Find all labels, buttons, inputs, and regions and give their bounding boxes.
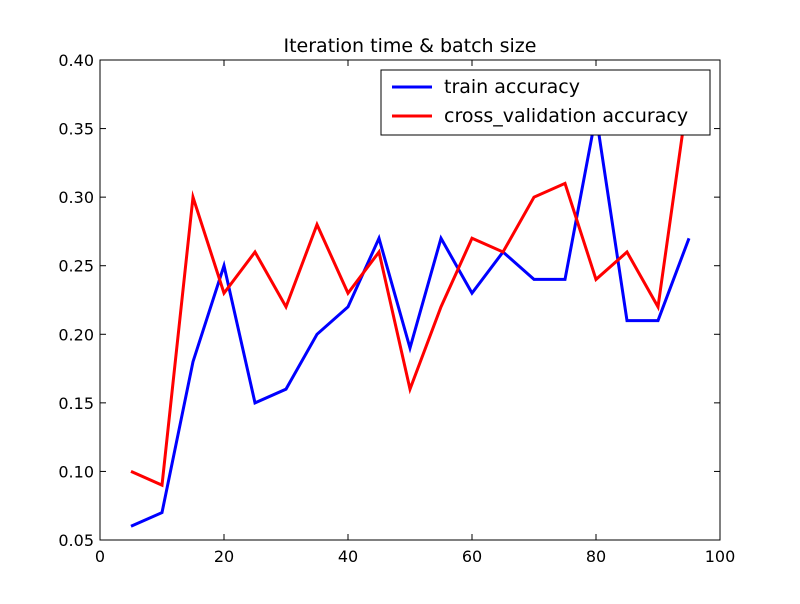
legend-box <box>380 69 711 136</box>
x-tick-label: 60 <box>462 547 482 566</box>
y-tick-label: 0.05 <box>58 531 94 550</box>
y-tick-label: 0.30 <box>58 188 94 207</box>
x-tick-label: 20 <box>214 547 234 566</box>
chart-title: Iteration time & batch size <box>284 35 537 57</box>
legend-train-label: train accuracy <box>444 76 580 98</box>
y-tick-label: 0.15 <box>58 394 94 413</box>
cross-validation-accuracy-line <box>130 87 691 488</box>
y-tick-label: 0.40 <box>58 51 94 70</box>
ticks-layer: 0 20 40 60 80 100 0.05 0.10 0.15 0.20 0.25 0.30 0.35… <box>58 51 735 566</box>
legend-cv-label: cross_validation accuracy <box>444 105 688 127</box>
plot-frame <box>99 59 721 541</box>
x-tick-label: 80 <box>586 547 606 566</box>
x-tick-label: 0 <box>95 547 105 566</box>
legend: train accuracy cross_validation accuracy <box>380 69 711 136</box>
y-tick-label: 0.25 <box>58 257 94 276</box>
train-accuracy-line <box>130 105 691 528</box>
x-tick-label: 100 <box>705 547 736 566</box>
y-tick-label: 0.10 <box>58 462 94 481</box>
series-layer <box>130 87 691 528</box>
y-tick-label: 0.35 <box>58 120 94 139</box>
y-tick-label: 0.20 <box>58 325 94 344</box>
x-tick-label: 40 <box>338 547 358 566</box>
